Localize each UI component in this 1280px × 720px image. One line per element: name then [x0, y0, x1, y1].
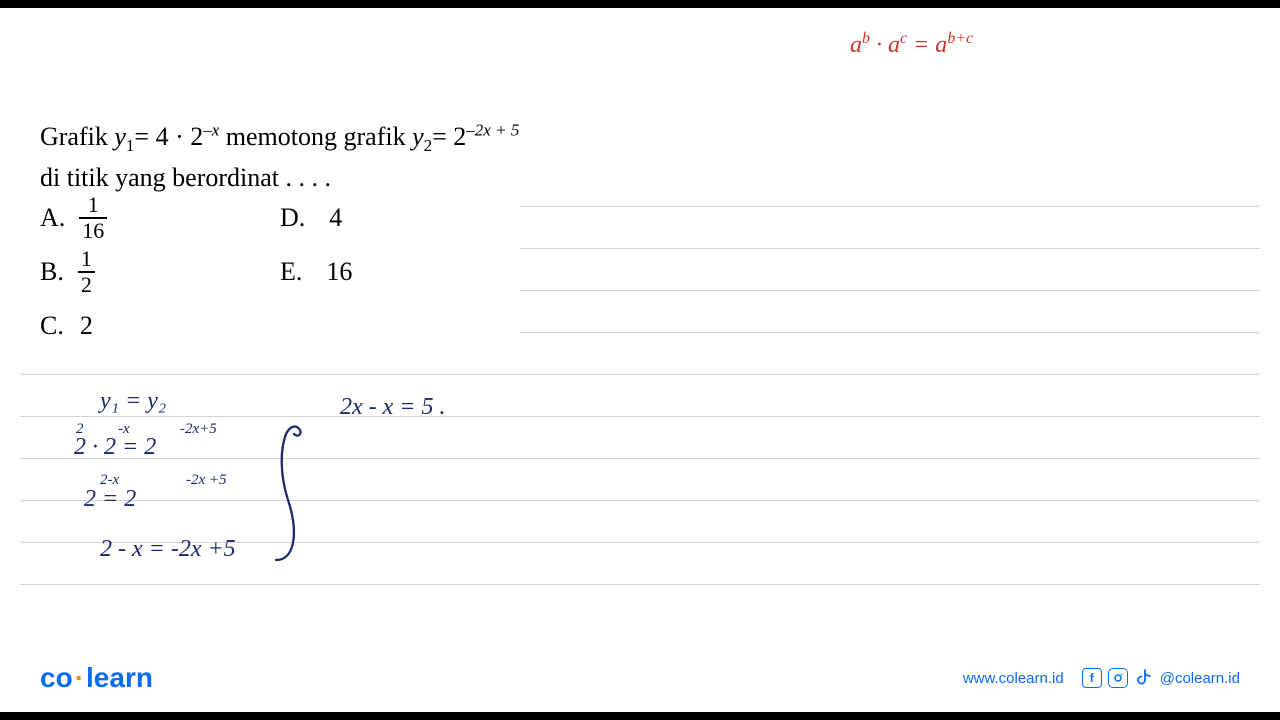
option-C-label: C.	[40, 311, 64, 341]
work-step1: y₁ = y₂	[100, 388, 166, 415]
frac-den-A: 16	[79, 220, 107, 242]
social-handle: @colearn.id	[1160, 670, 1240, 687]
q-p1: Grafik	[40, 122, 114, 151]
option-row-2: B. 1 2 E. 16	[40, 249, 480, 295]
frac-num-B: 1	[78, 248, 95, 270]
option-row-3: C. 2	[40, 303, 480, 349]
option-C-value: 2	[80, 311, 93, 341]
option-D: D. 4	[280, 203, 480, 233]
option-C: C. 2	[40, 311, 280, 341]
brand-learn: learn	[86, 662, 153, 693]
q-y1: y	[114, 122, 126, 151]
question-text: Grafik y1= 4 · 2–x memotong grafik y2= 2…	[40, 118, 519, 197]
work-step3-sup1: 2-x	[100, 472, 119, 489]
frac-den-B: 2	[78, 274, 95, 296]
q-eq1: = 4 · 2	[134, 122, 203, 151]
hint-dot: · a	[870, 32, 900, 58]
question-line1: Grafik y1= 4 · 2–x memotong grafik y2= 2…	[40, 118, 519, 159]
option-row-1: A. 1 16 D. 4	[40, 195, 480, 241]
notebook-line	[20, 458, 1260, 459]
q-sup2: –2x + 5	[466, 120, 519, 139]
tiktok-icon	[1134, 668, 1154, 688]
option-B-value: 1 2	[78, 248, 95, 296]
notebook-line	[20, 500, 1260, 501]
screenshot-frame: ab · ac = ab+c Grafik y1= 4 · 2–x memoto…	[0, 0, 1280, 720]
option-A-value: 1 16	[79, 194, 107, 242]
footer-right: www.colearn.id f @colearn.id	[963, 668, 1240, 688]
option-E-value: 16	[326, 257, 352, 287]
brand-co: co	[40, 662, 73, 693]
q-mid: memotong grafik	[219, 122, 412, 151]
work-step2-base: 2 · 2 = 2	[74, 434, 156, 461]
q-sup1: –x	[203, 120, 219, 139]
social-icons: f @colearn.id	[1082, 668, 1240, 688]
option-E-label: E.	[280, 257, 302, 287]
option-A-label: A.	[40, 203, 65, 233]
hint-sup-bc: b+c	[947, 30, 973, 47]
instagram-icon	[1108, 668, 1128, 688]
hint-eq: = a	[907, 32, 947, 58]
letterbox-bottom	[0, 712, 1280, 720]
letterbox-top	[0, 0, 1280, 8]
answer-options: A. 1 16 D. 4 B. 1 2	[40, 195, 480, 357]
hint-sup-b: b	[862, 30, 870, 47]
option-D-value: 4	[329, 203, 342, 233]
bracket-connector	[272, 420, 306, 570]
option-D-label: D.	[280, 203, 305, 233]
brand-dot: ·	[73, 662, 86, 693]
work-step2-sup1: 2	[76, 421, 84, 438]
frac-num-A: 1	[85, 194, 102, 216]
q-sub2: 2	[424, 136, 433, 155]
q-eq2: = 2	[432, 122, 466, 151]
work-step5: 2x - x = 5 .	[340, 394, 446, 421]
work-step3-base: 2 = 2	[84, 486, 136, 513]
notebook-line	[520, 206, 1260, 207]
facebook-icon: f	[1082, 668, 1102, 688]
notebook-line	[520, 248, 1260, 249]
option-B: B. 1 2	[40, 248, 280, 296]
work-step4: 2 - x = -2x +5	[100, 536, 236, 563]
work-step2-sup3: -2x+5	[180, 421, 217, 438]
notebook-line	[20, 374, 1260, 375]
notebook-line	[520, 332, 1260, 333]
option-E: E. 16	[280, 257, 480, 287]
option-B-label: B.	[40, 257, 64, 287]
notebook-line	[20, 584, 1260, 585]
question-line2: di titik yang berordinat . . . .	[40, 159, 519, 197]
notebook-line	[20, 416, 1260, 417]
footer-bar: co·learn www.colearn.id f @colearn.id	[0, 654, 1280, 702]
q-y2: y	[412, 122, 424, 151]
option-A: A. 1 16	[40, 194, 280, 242]
notebook-line	[520, 290, 1260, 291]
work-step3-sup2: -2x +5	[186, 472, 227, 489]
footer-url: www.colearn.id	[963, 670, 1064, 687]
exponent-rule-hint: ab · ac = ab+c	[850, 30, 973, 59]
work-step2-sup2: -x	[118, 421, 130, 438]
brand-logo: co·learn	[40, 662, 153, 694]
